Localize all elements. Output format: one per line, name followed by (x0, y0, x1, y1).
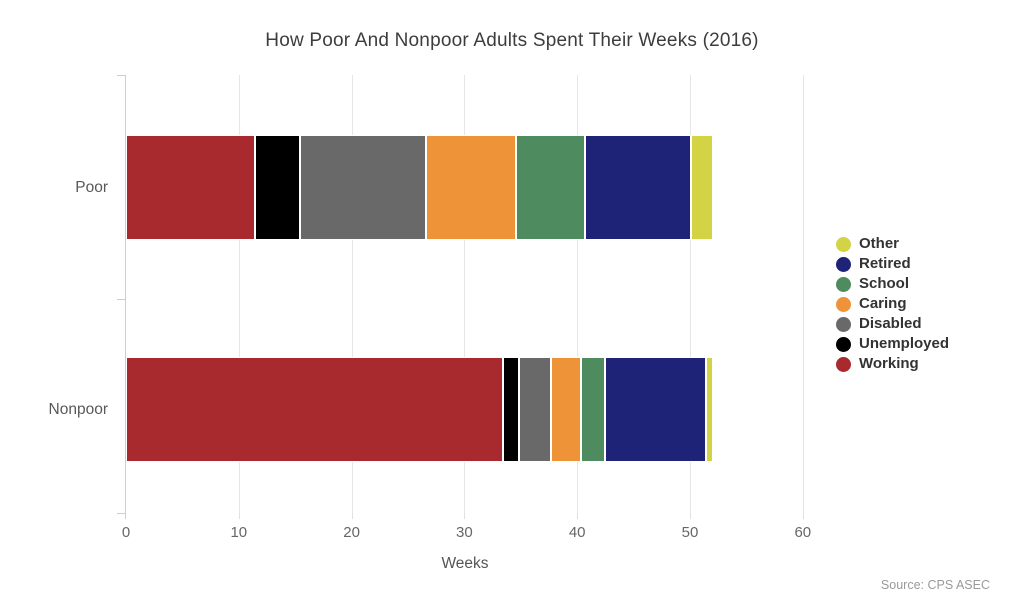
legend-swatch-icon (836, 356, 851, 372)
legend-swatch-icon (836, 236, 851, 252)
y-axis-line (125, 75, 126, 519)
bar-segment-disabled[interactable] (299, 135, 427, 240)
legend-swatch-icon (836, 296, 851, 312)
x-axis-tick (238, 513, 240, 519)
gridline (351, 75, 353, 513)
legend-item-other[interactable]: Other (836, 234, 949, 254)
legend-label: Other (859, 235, 900, 252)
legend-item-school[interactable]: School (836, 274, 949, 294)
legend-item-unemployed[interactable]: Unemployed (836, 334, 949, 354)
legend-label: Working (859, 355, 919, 372)
legend-swatch-icon (836, 336, 851, 352)
legend-label: Retired (859, 255, 911, 272)
x-tick-label: 50 (681, 524, 699, 541)
legend-item-retired[interactable]: Retired (836, 254, 949, 274)
gridline (802, 75, 804, 513)
bar-segment-retired[interactable] (605, 357, 706, 462)
legend-item-disabled[interactable]: Disabled (836, 314, 949, 334)
x-tick-label: 10 (230, 524, 248, 541)
x-tick-label: 30 (456, 524, 473, 541)
legend: Other Retired School Caring Disabled Unemploy… (836, 234, 949, 374)
bar-segment-school[interactable] (580, 357, 606, 462)
x-tick-label: 20 (343, 524, 360, 541)
y-axis-tick (117, 299, 125, 300)
legend-swatch-icon (836, 256, 851, 272)
bar-segment-other[interactable] (691, 135, 713, 240)
x-axis-tick (351, 513, 353, 519)
x-tick-label: 40 (568, 524, 586, 541)
bar-segment-other[interactable] (705, 357, 713, 462)
bar-segment-working[interactable] (126, 135, 255, 240)
x-axis-tick (690, 513, 691, 519)
legend-swatch-icon (836, 276, 851, 292)
gridline (690, 75, 691, 513)
gridline (464, 75, 466, 513)
x-axis-tick (802, 513, 804, 519)
legend-label: Unemployed (859, 335, 950, 352)
chart-title: How Poor And Nonpoor Adults Spent Their … (265, 30, 759, 51)
y-axis-tick (117, 75, 125, 76)
category-label-nonpoor: Nonpoor (48, 400, 108, 418)
x-axis-tick (464, 513, 466, 519)
bar-poor (126, 135, 818, 240)
bar-segment-school[interactable] (516, 135, 586, 240)
bar-segment-retired[interactable] (585, 135, 692, 240)
bar-nonpoor (126, 357, 818, 462)
bar-segment-disabled[interactable] (518, 357, 552, 462)
source-note: Source: CPS ASEC (880, 578, 990, 592)
legend-item-caring[interactable]: Caring (836, 294, 949, 314)
category-label-poor: Poor (75, 178, 108, 196)
bar-segment-caring[interactable] (551, 357, 581, 462)
legend-item-working[interactable]: Working (836, 354, 949, 374)
plot-area (117, 75, 818, 519)
x-tick-label: 60 (794, 524, 812, 541)
x-axis-title: Weeks (441, 555, 489, 572)
bar-segment-caring[interactable] (426, 135, 517, 240)
y-axis-tick (117, 513, 125, 514)
legend-swatch-icon (836, 316, 851, 332)
gridline (238, 75, 240, 513)
legend-label: Caring (859, 295, 907, 312)
x-tick-label: 0 (121, 524, 131, 541)
bar-segment-working[interactable] (126, 357, 503, 462)
bar-segment-unemployed[interactable] (502, 357, 519, 462)
legend-label: School (859, 275, 910, 292)
x-axis-tick (577, 513, 579, 519)
gridline (577, 75, 579, 513)
legend-label: Disabled (859, 315, 922, 332)
bar-segment-unemployed[interactable] (254, 135, 300, 240)
